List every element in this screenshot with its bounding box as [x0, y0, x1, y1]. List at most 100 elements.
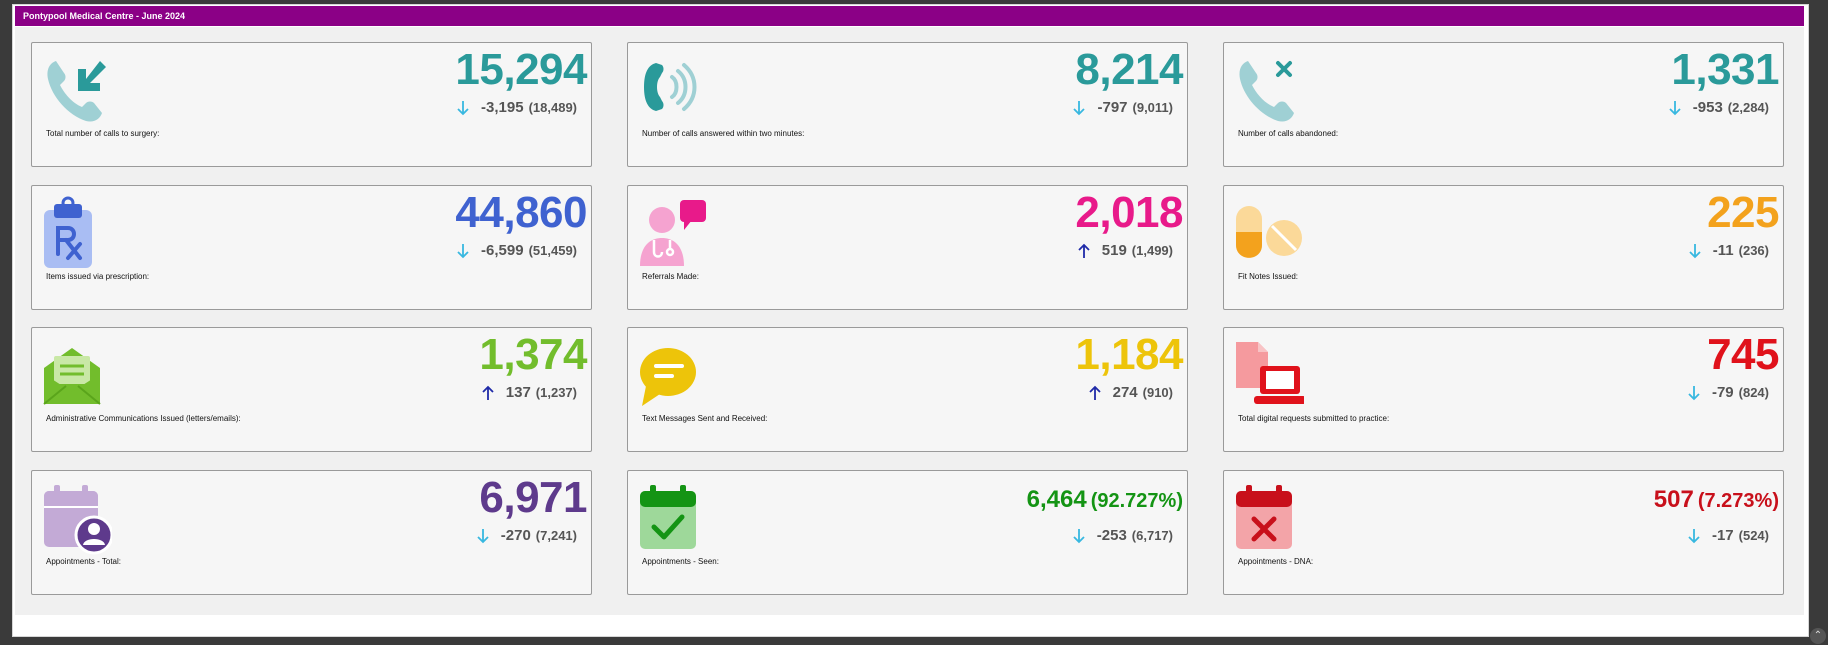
kpi-previous-value: (524) — [1738, 528, 1769, 543]
arrow-up-icon — [482, 385, 494, 400]
kpi-change-value: -253 — [1096, 527, 1127, 544]
calendar-check-icon — [638, 481, 708, 555]
kpi-change: -11 (236) — [1689, 242, 1769, 259]
kpi-card-text-messages: 1,184 274 (910) Text Messages Sent and R… — [627, 327, 1188, 452]
kpi-previous-value: (51,459) — [528, 243, 577, 258]
kpi-card-appointments-dna: 507 (7.273%) -17 (524) Appointments - DNA… — [1223, 470, 1784, 595]
kpi-change-value: 519 — [1101, 242, 1127, 259]
kpi-change-value: -79 — [1711, 384, 1734, 401]
calendar-x-icon — [1234, 481, 1304, 555]
kpi-label: Number of calls abandoned: — [1238, 129, 1339, 138]
dashboard-title: Pontypool Medical Centre - June 2024 — [15, 6, 1804, 26]
kpi-change-value: 137 — [505, 384, 531, 401]
kpi-change-value: -3,195 — [481, 99, 524, 116]
kpi-value: 6,971 — [479, 473, 587, 522]
arrow-down-icon — [477, 528, 489, 543]
kpi-card-total-calls: 15,294 -3,195 (18,489) Total number of c… — [31, 42, 592, 167]
arrow-up-icon — [1088, 385, 1101, 400]
laptop-document-icon — [1234, 338, 1306, 412]
kpi-value: 745 — [1707, 330, 1779, 379]
kpi-value: 225 — [1707, 188, 1779, 237]
kpi-change-value: -6,599 — [481, 242, 524, 259]
kpi-change-value: -11 — [1712, 242, 1734, 259]
kpi-previous-value: (6,717) — [1131, 528, 1173, 543]
kpi-previous-value: (824) — [1738, 385, 1769, 400]
kpi-label: Referrals Made: — [642, 272, 699, 281]
kpi-change: -3,195 (18,489) — [457, 99, 577, 116]
kpi-change-value: 274 — [1112, 384, 1138, 401]
kpi-change: -253 (6,717) — [1073, 527, 1173, 544]
kpi-value-count: 507 — [1653, 486, 1694, 513]
kpi-change: -17 (524) — [1688, 527, 1769, 544]
kpi-change-value: -797 — [1097, 99, 1128, 116]
kpi-change: -270 (7,241) — [477, 527, 577, 544]
phone-incoming-icon — [42, 53, 112, 127]
arrow-down-icon — [1688, 385, 1700, 400]
kpi-value: 8,214 — [1075, 45, 1183, 94]
kpi-change-value: -953 — [1692, 99, 1723, 116]
kpi-card-calls-answered: 8,214 -797 (9,011) Number of calls answe… — [627, 42, 1188, 167]
scroll-up-icon[interactable]: ⌃ — [1810, 628, 1826, 644]
dashboard-frame: Pontypool Medical Centre - June 2024 15,… — [12, 4, 1809, 637]
kpi-label: Administrative Communications Issued (le… — [46, 414, 241, 423]
kpi-value: 1,331 — [1671, 45, 1779, 94]
kpi-change: 137 (1,237) — [482, 384, 577, 401]
kpi-change: -6,599 (51,459) — [457, 242, 577, 259]
kpi-card-digital-requests: 745 -79 (824) Total digital requests sub… — [1223, 327, 1784, 452]
arrow-down-icon — [1669, 100, 1681, 115]
phone-ringing-icon — [638, 53, 708, 127]
kpi-label: Total digital requests submitted to prac… — [1238, 414, 1390, 423]
kpi-card-admin-communications: 1,374 137 (1,237) Administrative Communi… — [31, 327, 592, 452]
kpi-change-value: -17 — [1711, 527, 1734, 544]
kpi-previous-value: (1,499) — [1131, 243, 1173, 258]
kpi-previous-value: (18,489) — [528, 100, 577, 115]
calendar-user-icon — [42, 481, 114, 555]
doctor-chat-icon — [638, 196, 708, 270]
kpi-previous-value: (236) — [1738, 243, 1769, 258]
kpi-value: 44,860 — [455, 188, 587, 237]
kpi-value: 507 (7.273%) — [1654, 483, 1779, 518]
prescription-clipboard-icon — [42, 196, 112, 270]
kpi-change: -79 (824) — [1688, 384, 1769, 401]
kpi-value-percent: (7.273%) — [1697, 490, 1779, 512]
kpi-label: Items issued via prescription: — [46, 272, 150, 281]
kpi-value-count: 6,464 — [1026, 486, 1087, 513]
kpi-previous-value: (910) — [1142, 385, 1173, 400]
arrow-down-icon — [1688, 528, 1700, 543]
kpi-value: 1,184 — [1075, 330, 1183, 379]
arrow-down-icon — [1073, 100, 1086, 115]
kpi-value: 6,464 (92.727%) — [1027, 483, 1183, 518]
kpi-label: Number of calls answered within two minu… — [642, 129, 805, 138]
arrow-up-icon — [1078, 243, 1090, 258]
open-envelope-icon — [42, 338, 112, 412]
kpi-change-value: -270 — [500, 527, 531, 544]
kpi-value: 2,018 — [1075, 188, 1183, 237]
arrow-down-icon — [457, 243, 469, 258]
kpi-label: Total number of calls to surgery: — [46, 129, 160, 138]
kpi-label: Appointments - DNA: — [1238, 557, 1314, 566]
kpi-change: 274 (910) — [1088, 384, 1173, 401]
kpi-value: 1,374 — [479, 330, 587, 379]
kpi-label: Appointments - Seen: — [642, 557, 719, 566]
kpi-change: -797 (9,011) — [1073, 99, 1173, 116]
arrow-down-icon — [1689, 243, 1701, 258]
arrow-down-icon — [1073, 528, 1085, 543]
kpi-grid: 15,294 -3,195 (18,489) Total number of c… — [15, 27, 1804, 615]
kpi-card-appointments-seen: 6,464 (92.727%) -253 (6,717) Appointments… — [627, 470, 1188, 595]
kpi-previous-value: (2,284) — [1727, 100, 1769, 115]
kpi-label: Text Messages Sent and Received: — [642, 414, 768, 423]
kpi-previous-value: (9,011) — [1132, 100, 1173, 115]
kpi-previous-value: (7,241) — [535, 528, 577, 543]
kpi-label: Fit Notes Issued: — [1238, 272, 1299, 281]
kpi-change: 519 (1,499) — [1078, 242, 1173, 259]
kpi-label: Appointments - Total: — [46, 557, 122, 566]
kpi-value-percent: (92.727%) — [1090, 490, 1183, 512]
speech-bubble-icon — [638, 338, 708, 412]
kpi-card-referrals: 2,018 519 (1,499) Referrals Made: — [627, 185, 1188, 310]
kpi-card-calls-abandoned: 1,331 -953 (2,284) Number of calls aband… — [1223, 42, 1784, 167]
pills-icon — [1234, 196, 1304, 270]
kpi-previous-value: (1,237) — [535, 385, 577, 400]
arrow-down-icon — [457, 100, 469, 115]
phone-missed-icon — [1234, 53, 1304, 127]
kpi-card-appointments-total: 6,971 -270 (7,241) Appointments - Total: — [31, 470, 592, 595]
